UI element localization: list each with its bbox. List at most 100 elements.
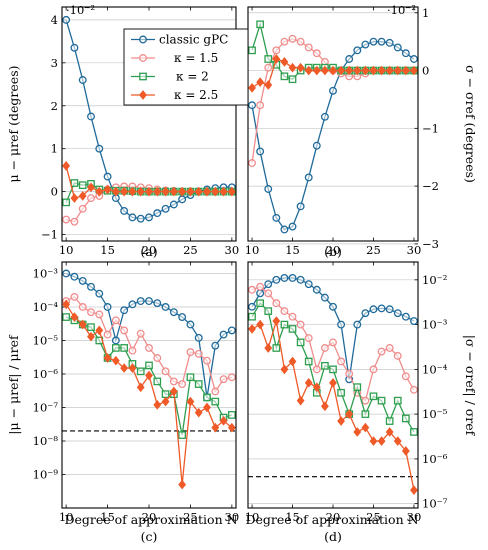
x-tick-label: 10 xyxy=(59,243,74,257)
data-point-k2 xyxy=(203,393,211,402)
data-point-k15 xyxy=(304,43,313,52)
data-point-k25 xyxy=(272,316,281,326)
data-point-classic xyxy=(410,55,418,63)
data-point-k2 xyxy=(264,307,273,315)
data-point-classic xyxy=(304,280,313,289)
data-point-k25 xyxy=(320,401,329,412)
data-point-classic xyxy=(401,49,410,58)
x-tick-label: 20 xyxy=(142,510,157,524)
data-point-k25 xyxy=(95,325,104,336)
data-point-classic xyxy=(103,303,112,311)
data-point-classic xyxy=(248,302,256,311)
series-k15 xyxy=(248,282,418,405)
data-point-k2 xyxy=(264,55,273,63)
data-point-k2 xyxy=(304,357,313,366)
data-point-k25 xyxy=(219,415,228,426)
data-point-k2 xyxy=(256,20,264,29)
data-point-classic xyxy=(227,326,236,335)
data-point-k25 xyxy=(304,377,313,388)
data-point-k25 xyxy=(401,446,410,456)
data-point-classic xyxy=(410,317,418,325)
data-point-classic xyxy=(296,202,305,211)
data-point-classic xyxy=(272,213,281,222)
data-point-k25 xyxy=(62,299,71,310)
data-point-classic xyxy=(95,289,104,298)
data-point-k15 xyxy=(256,101,265,110)
data-point-k15 xyxy=(248,285,256,294)
data-point-classic xyxy=(186,320,195,329)
x-tick-label: 15 xyxy=(285,243,300,257)
data-point-k2 xyxy=(186,373,195,382)
data-point-k2 xyxy=(280,320,289,329)
data-point-classic xyxy=(312,285,321,294)
data-point-k2 xyxy=(62,198,70,207)
data-point-k25 xyxy=(304,65,313,76)
data-point-k25 xyxy=(248,324,256,334)
data-point-k25 xyxy=(111,355,120,366)
data-point-classic xyxy=(393,309,402,318)
data-point-k25 xyxy=(203,186,211,197)
data-point-k2 xyxy=(248,46,256,55)
data-point-classic xyxy=(385,305,394,314)
data-point-k15 xyxy=(280,37,289,46)
legend-label-k2: κ = 2 xyxy=(176,70,209,84)
data-point-k25 xyxy=(312,382,321,393)
data-point-classic xyxy=(329,302,337,311)
data-point-classic xyxy=(70,43,79,52)
data-point-k25 xyxy=(401,65,410,76)
data-point-classic xyxy=(288,222,297,231)
y-axis-label: μ − μref (degrees) xyxy=(6,66,21,183)
data-point-classic xyxy=(62,15,71,24)
data-point-classic xyxy=(320,293,329,302)
series-k25 xyxy=(248,54,418,93)
legend-swatch-marker-k15 xyxy=(139,54,147,62)
data-point-k25 xyxy=(128,363,137,373)
x-tick-label: 15 xyxy=(100,243,115,257)
data-point-k2 xyxy=(78,181,87,190)
y-tick-label: 10⁻⁵ xyxy=(33,333,59,347)
data-point-k25 xyxy=(111,186,120,197)
data-point-k15 xyxy=(219,375,228,384)
data-point-k2 xyxy=(288,325,297,333)
y-axis-label: |σ − σref| / σref xyxy=(463,335,478,437)
data-point-k25 xyxy=(128,186,137,197)
data-point-k15 xyxy=(62,215,71,224)
data-point-classic xyxy=(361,40,370,49)
data-point-k25 xyxy=(256,319,265,330)
data-point-k15 xyxy=(312,49,321,58)
data-point-k2 xyxy=(410,428,418,436)
y-tick-label: 10⁻⁶ xyxy=(422,452,448,466)
x-tick-label: 20 xyxy=(142,243,157,257)
data-point-k25 xyxy=(337,416,346,426)
data-point-classic xyxy=(169,200,178,209)
x-tick-label: 30 xyxy=(407,243,422,257)
data-point-classic xyxy=(145,297,153,306)
data-point-k25 xyxy=(385,65,394,76)
data-point-k15 xyxy=(361,396,370,405)
y-tick-label: 1 xyxy=(422,6,429,20)
y-tick-label: 10⁻⁶ xyxy=(33,367,59,381)
data-point-k25 xyxy=(353,65,362,76)
data-point-k25 xyxy=(296,395,305,406)
data-point-k15 xyxy=(377,347,386,356)
series-classic xyxy=(248,37,418,234)
data-point-classic xyxy=(219,330,228,339)
x-tick-label: 25 xyxy=(366,243,381,257)
y-tick-label: 0 xyxy=(422,64,429,78)
data-point-k2 xyxy=(153,377,162,386)
x-tick-label: 10 xyxy=(245,243,260,257)
legend-label-classic: classic gPC xyxy=(159,33,228,47)
data-point-k2 xyxy=(161,390,170,399)
y-tick-label: −1 xyxy=(41,228,58,242)
panel-b: −3 −2 −1 0 1 10 15 20 25 30 ·10⁻² (b) σ − σref (degr… xyxy=(245,3,478,259)
data-point-classic xyxy=(62,269,71,278)
data-point-k15 xyxy=(145,343,153,352)
data-point-k25 xyxy=(62,161,71,171)
data-point-classic xyxy=(87,282,95,291)
data-point-classic xyxy=(120,206,129,215)
data-point-k25 xyxy=(211,186,220,197)
data-point-k15 xyxy=(194,349,203,358)
panel-a: −1 0 1 2 3 4 10 15 20 25 30 ·10⁻² (a) μ − μref (degre… xyxy=(6,3,239,259)
data-point-classic xyxy=(337,320,346,329)
data-point-classic xyxy=(128,300,137,309)
